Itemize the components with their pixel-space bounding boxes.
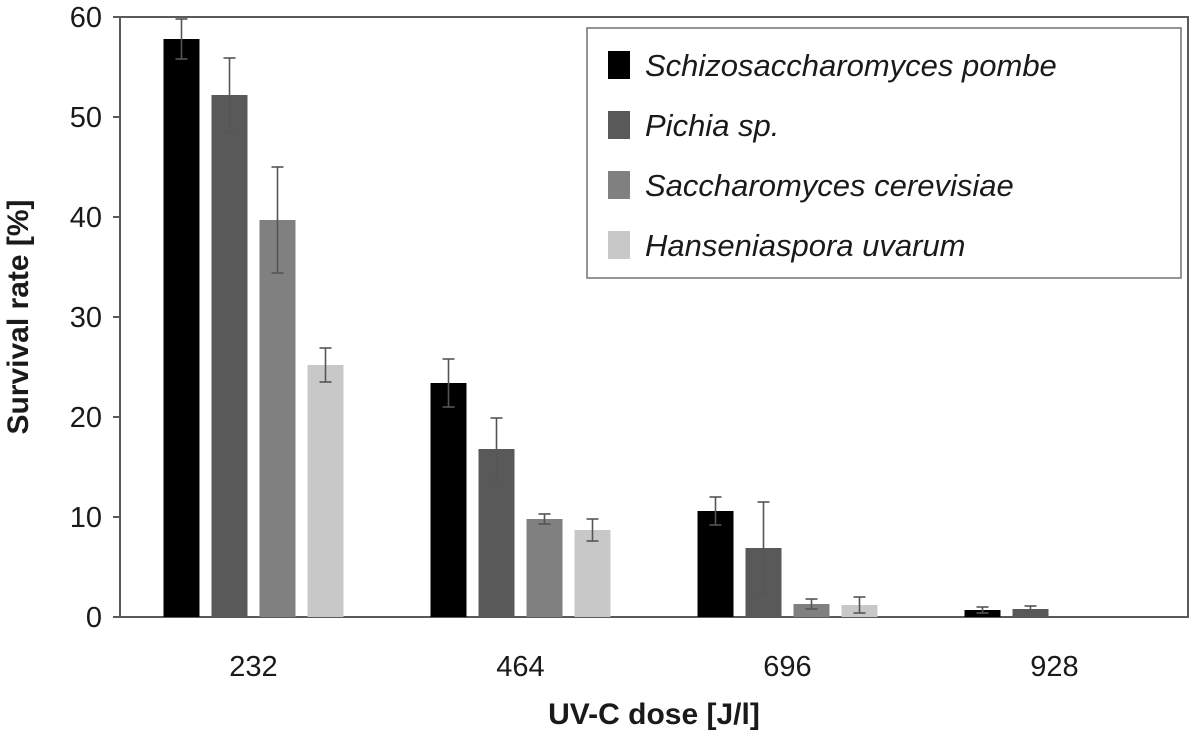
y-tick-label: 50 — [70, 102, 102, 134]
legend-box — [586, 27, 1182, 279]
legend: Schizosaccharomyces pombe Pichia sp. Sacch… — [586, 27, 1182, 279]
bar — [211, 95, 248, 617]
x-tick-label: 232 — [229, 651, 277, 683]
bar — [307, 365, 344, 617]
x-tick-label: 928 — [1030, 651, 1078, 683]
y-tick-label: 20 — [70, 402, 102, 434]
legend-swatch — [608, 231, 630, 259]
bar — [526, 519, 563, 617]
y-tick-label: 60 — [70, 2, 102, 34]
x-axis-title: UV-C dose [J/l] — [548, 698, 760, 731]
bars-layer — [163, 18, 1049, 617]
y-axis-ticks: 0 10 20 30 40 50 60 — [70, 2, 120, 634]
x-axis-ticks: 232 464 696 928 — [229, 651, 1078, 683]
bar — [574, 530, 611, 617]
legend-label: Pichia sp. — [645, 108, 779, 143]
y-tick-label: 40 — [70, 202, 102, 234]
bar — [259, 220, 296, 617]
legend-label: Hanseniaspora uvarum — [645, 228, 966, 263]
y-tick-label: 30 — [70, 302, 102, 334]
bar — [163, 39, 200, 617]
x-tick-label: 696 — [763, 651, 811, 683]
y-tick-label: 0 — [86, 602, 102, 634]
bar — [793, 604, 830, 617]
bar — [1012, 609, 1049, 617]
bar — [430, 383, 467, 617]
legend-label: Schizosaccharomyces pombe — [645, 48, 1057, 83]
y-axis-title: Survival rate [%] — [2, 199, 35, 434]
legend-swatch — [608, 171, 630, 199]
y-tick-label: 10 — [70, 502, 102, 534]
legend-swatch — [608, 111, 630, 139]
bar — [697, 511, 734, 617]
legend-swatch — [608, 51, 630, 79]
legend-label: Saccharomyces cerevisiae — [645, 168, 1014, 203]
x-tick-label: 464 — [496, 651, 544, 683]
